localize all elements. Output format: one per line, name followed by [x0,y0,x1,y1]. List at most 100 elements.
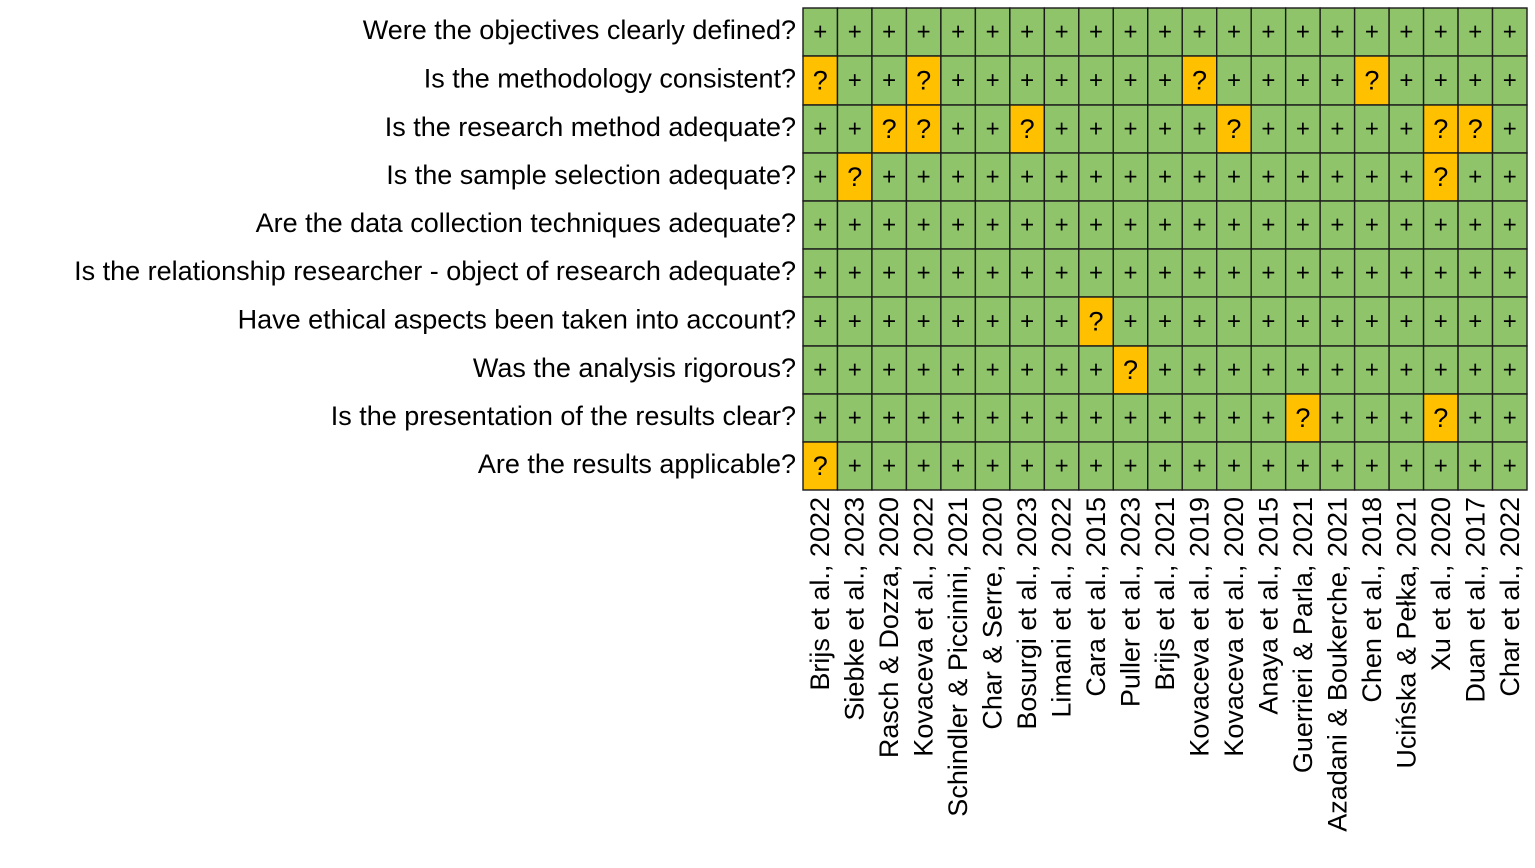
cell-symbol: + [1468,260,1482,287]
study-label: Siebke et al., 2023 [840,497,870,721]
heatmap-cell: + [974,296,1011,347]
cell-symbol: + [1503,260,1517,287]
cell-symbol: + [1330,19,1344,46]
cell-symbol: + [848,212,862,239]
cell-symbol: + [1124,405,1138,432]
cell-symbol: + [848,116,862,143]
study-label: Kovaceva et al., 2020 [1219,497,1249,757]
cell-fill [1216,345,1252,395]
cell-symbol: + [986,308,1000,335]
heatmap-cell: + [905,393,942,443]
heatmap-cell: + [1491,200,1528,250]
cell-symbol: ? [916,66,931,96]
cell-fill [1147,104,1183,154]
cell-symbol: + [1158,19,1172,46]
cell-fill [1491,393,1528,443]
cell-symbol: + [882,67,896,94]
heatmap-cell: + [1181,152,1218,202]
cell-symbol: + [848,308,862,335]
cell-symbol: + [882,164,896,191]
heatmap-cell: + [1043,104,1080,154]
cell-symbol: + [917,260,931,287]
cell-fill [1388,248,1425,298]
cell-fill [802,200,839,250]
cell-symbol: ? [813,451,828,481]
cell-fill [940,441,977,491]
heatmap-cell: + [1216,55,1252,106]
cell-fill [802,296,839,347]
cell-symbol: + [1365,357,1379,384]
cell-symbol: + [1365,308,1379,335]
cell-symbol: + [1503,19,1517,46]
cell-fill [1043,345,1080,395]
heatmap-cell: + [1388,248,1425,298]
heatmap-cell: + [1319,200,1356,250]
cell-symbol: + [986,260,1000,287]
cell-symbol: + [1158,164,1172,191]
cell-symbol: + [1296,357,1310,384]
cell-fill [871,200,908,250]
cell-symbol: + [917,212,931,239]
heatmap-cell: + [1147,55,1183,106]
cell-fill [1319,248,1356,298]
cell-fill [974,441,1011,491]
cell-symbol: + [848,19,862,46]
cell-symbol: + [1020,164,1034,191]
cell-symbol: + [1227,19,1241,46]
cell-fill [1422,7,1459,57]
cell-symbol: + [1261,405,1275,432]
cell-symbol: + [1261,357,1275,384]
cell-symbol: + [1055,308,1069,335]
cell-symbol: + [882,212,896,239]
cell-symbol: + [1227,357,1241,384]
cell-symbol: + [951,453,965,480]
cell-symbol: + [1296,164,1310,191]
cell-fill [1147,393,1183,443]
study-label: Guerrieri & Parla, 2021 [1288,497,1318,773]
cell-fill [1078,104,1114,154]
cell-fill [974,55,1011,106]
cell-symbol: ? [1433,403,1448,433]
cell-symbol: + [951,357,965,384]
cell-fill [1009,104,1046,154]
heatmap-cell: + [1009,7,1046,57]
heatmap-cell: + [1147,393,1183,443]
cell-symbol: + [813,308,827,335]
heatmap-cell: + [1043,441,1080,491]
heatmap-cell: + [1147,104,1183,154]
heatmap-cell: + [1112,200,1149,250]
heatmap-cell: + [1216,345,1252,395]
heatmap-cell: + [871,248,908,298]
heatmap-cell: + [836,345,873,395]
heatmap-cell: + [802,104,839,154]
cell-symbol: + [1192,357,1206,384]
cell-symbol: + [986,405,1000,432]
heatmap-cell: + [1491,55,1528,106]
heatmap-cell: + [940,200,977,250]
heatmap-cell: + [1388,55,1425,106]
cell-fill [1250,200,1287,250]
cell-symbol: + [986,212,1000,239]
study-label: Brijs et al., 2022 [805,497,835,691]
study-label: Cara et al., 2015 [1081,497,1111,697]
cell-symbol: + [1399,260,1413,287]
cell-symbol: + [1089,212,1103,239]
cell-symbol: + [813,212,827,239]
cell-symbol: + [1399,308,1413,335]
cell-symbol: + [1261,116,1275,143]
cell-symbol: + [1330,212,1344,239]
cell-fill [871,152,908,202]
cell-fill [1250,7,1287,57]
study-labels: Brijs et al., 2022 Siebke et al., 2023 Ras… [805,497,1525,832]
heatmap-cell: + [905,152,942,202]
heatmap-cell: + [974,248,1011,298]
cell-fill [1112,248,1149,298]
cell-fill [1319,55,1356,106]
heatmap-cell: + [974,393,1011,443]
cell-fill [1491,345,1528,395]
cell-symbol: ? [1226,114,1241,144]
heatmap-cell: + [1250,248,1287,298]
heatmap-cell: + [1147,345,1183,395]
heatmap-cell: + [1353,200,1390,250]
